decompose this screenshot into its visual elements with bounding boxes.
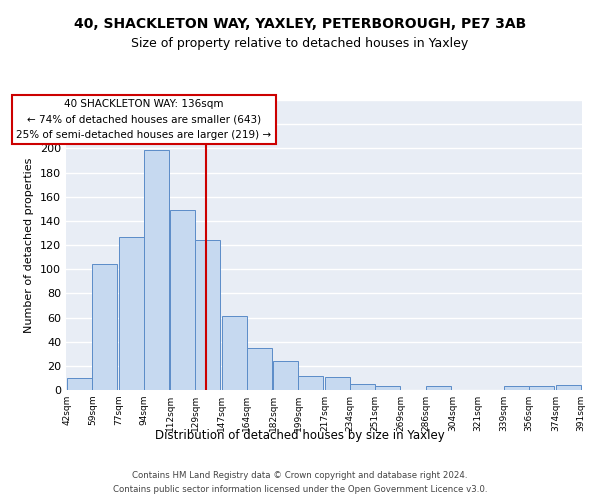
Bar [273,361,298,390]
Bar [67,378,92,390]
Text: 40, SHACKLETON WAY, YAXLEY, PETERBOROUGH, PE7 3AB: 40, SHACKLETON WAY, YAXLEY, PETERBOROUGH… [74,18,526,32]
Bar [350,384,375,390]
Bar [119,236,144,390]
Bar [247,348,272,390]
Bar [529,386,554,390]
Bar [375,386,400,390]
Bar [325,376,350,390]
Bar [222,316,247,390]
Bar [196,240,220,390]
Bar [92,264,118,390]
Bar [144,150,169,390]
Bar [426,386,451,390]
Bar [298,376,323,390]
Text: Contains HM Land Registry data © Crown copyright and database right 2024.: Contains HM Land Registry data © Crown c… [132,472,468,480]
Text: Distribution of detached houses by size in Yaxley: Distribution of detached houses by size … [155,428,445,442]
Y-axis label: Number of detached properties: Number of detached properties [25,158,34,332]
Bar [504,386,529,390]
Text: Contains public sector information licensed under the Open Government Licence v3: Contains public sector information licen… [113,484,487,494]
Text: Size of property relative to detached houses in Yaxley: Size of property relative to detached ho… [131,38,469,51]
Text: 40 SHACKLETON WAY: 136sqm
← 74% of detached houses are smaller (643)
25% of semi: 40 SHACKLETON WAY: 136sqm ← 74% of detac… [16,98,271,140]
Bar [170,210,196,390]
Bar [556,385,581,390]
